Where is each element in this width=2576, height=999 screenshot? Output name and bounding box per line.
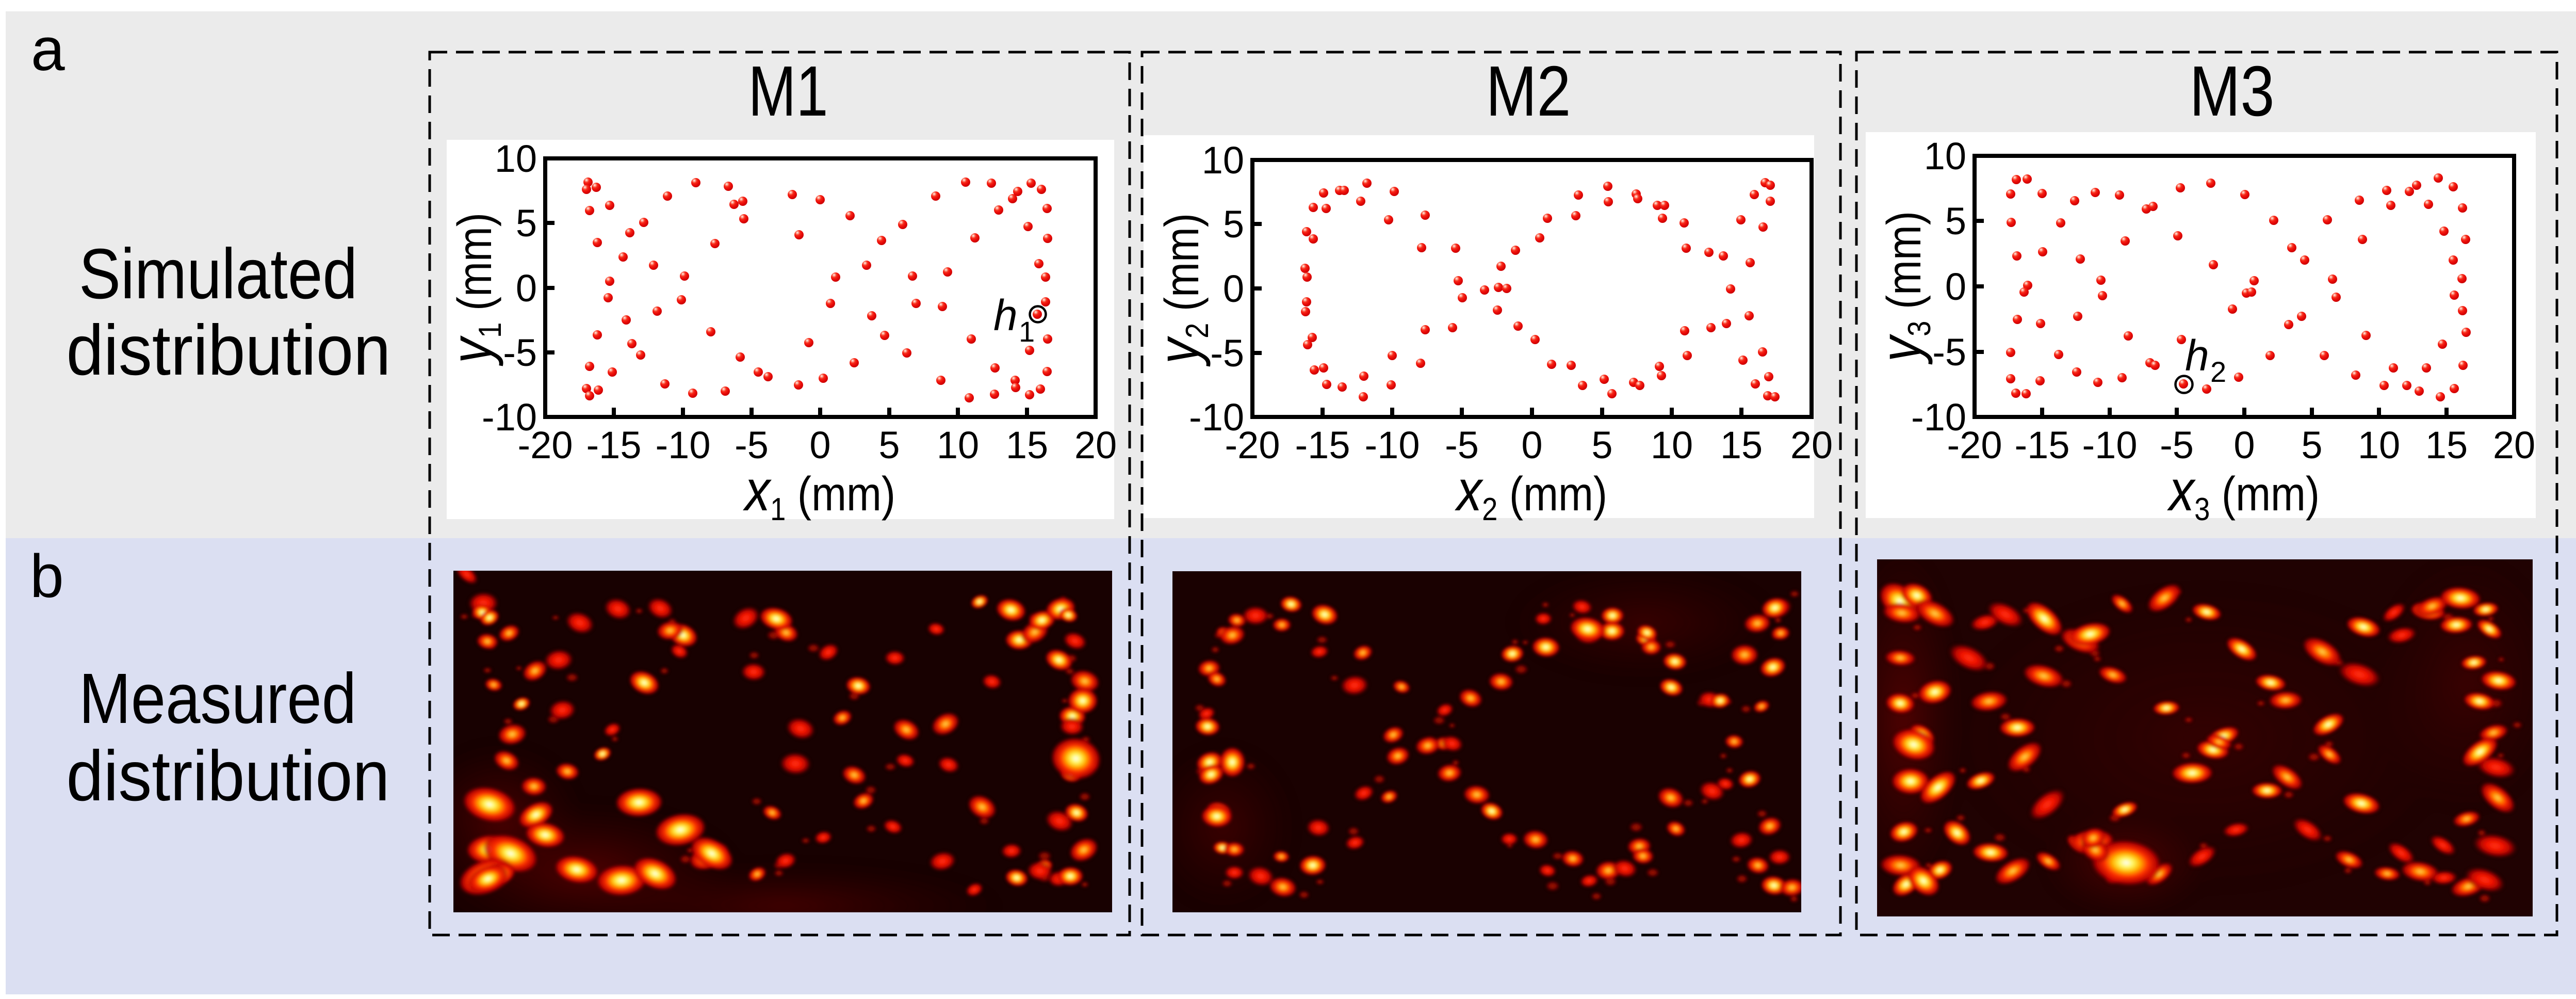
svg-text:0: 0: [1945, 265, 1966, 308]
svg-text:-10: -10: [1365, 424, 1420, 466]
svg-text:20: 20: [2493, 424, 2535, 466]
svg-text:-10: -10: [656, 424, 711, 466]
svg-text:10: 10: [495, 137, 537, 180]
svg-text:x1 (mm): x1 (mm): [743, 458, 895, 527]
svg-text:M2: M2: [1486, 52, 1571, 131]
svg-text:Simulated: Simulated: [79, 234, 357, 314]
svg-text:-10: -10: [1189, 396, 1244, 439]
svg-text:-5: -5: [1932, 331, 1966, 374]
svg-text:x3 (mm): x3 (mm): [2167, 458, 2320, 527]
svg-text:10: 10: [2358, 424, 2400, 466]
svg-text:distribution: distribution: [67, 311, 391, 390]
svg-text:0: 0: [809, 424, 830, 466]
svg-text:5: 5: [1591, 424, 1612, 466]
svg-text:20: 20: [1790, 424, 1833, 466]
svg-text:-5: -5: [503, 331, 537, 374]
svg-text:h: h: [993, 291, 1018, 340]
svg-text:Measured: Measured: [79, 659, 356, 738]
svg-text:0: 0: [516, 267, 537, 310]
svg-text:-10: -10: [1911, 396, 1966, 439]
svg-text:a: a: [31, 15, 65, 84]
svg-text:-5: -5: [1210, 332, 1244, 375]
svg-text:-5: -5: [735, 424, 769, 466]
svg-text:y1 (mm): y1 (mm): [439, 213, 508, 366]
svg-text:-20: -20: [1225, 424, 1280, 466]
svg-text:h: h: [2185, 331, 2209, 380]
svg-text:-10: -10: [482, 396, 537, 439]
svg-text:5: 5: [1945, 200, 1966, 243]
svg-text:15: 15: [1720, 424, 1763, 466]
svg-text:5: 5: [878, 424, 900, 466]
svg-text:-5: -5: [1445, 424, 1479, 466]
svg-text:10: 10: [1202, 139, 1244, 182]
svg-text:-20: -20: [518, 424, 573, 466]
svg-text:-15: -15: [586, 424, 642, 466]
svg-text:M3: M3: [2190, 52, 2275, 131]
svg-text:-5: -5: [2160, 424, 2194, 466]
svg-text:20: 20: [1074, 424, 1117, 466]
svg-text:2: 2: [2210, 356, 2226, 388]
svg-text:5: 5: [516, 202, 537, 245]
svg-text:10: 10: [1924, 135, 1966, 178]
svg-text:15: 15: [2425, 424, 2468, 466]
svg-text:-20: -20: [1947, 424, 2002, 466]
svg-text:10: 10: [1651, 424, 1693, 466]
svg-text:5: 5: [2301, 424, 2322, 466]
svg-text:15: 15: [1006, 424, 1048, 466]
svg-text:M1: M1: [748, 52, 828, 131]
svg-text:distribution: distribution: [67, 736, 390, 816]
svg-text:-10: -10: [2082, 424, 2138, 466]
svg-text:5: 5: [1223, 203, 1244, 246]
svg-text:1: 1: [1019, 315, 1035, 348]
svg-text:0: 0: [1223, 267, 1244, 310]
svg-text:y3 (mm): y3 (mm): [1868, 211, 1937, 365]
svg-text:x2 (mm): x2 (mm): [1455, 458, 1607, 527]
svg-text:-15: -15: [1295, 424, 1350, 466]
svg-text:b: b: [30, 542, 64, 610]
svg-text:0: 0: [2233, 424, 2255, 466]
svg-text:10: 10: [937, 424, 979, 466]
svg-text:0: 0: [1521, 424, 1542, 466]
svg-text:y2 (mm): y2 (mm): [1146, 213, 1215, 367]
svg-text:-15: -15: [2015, 424, 2070, 466]
